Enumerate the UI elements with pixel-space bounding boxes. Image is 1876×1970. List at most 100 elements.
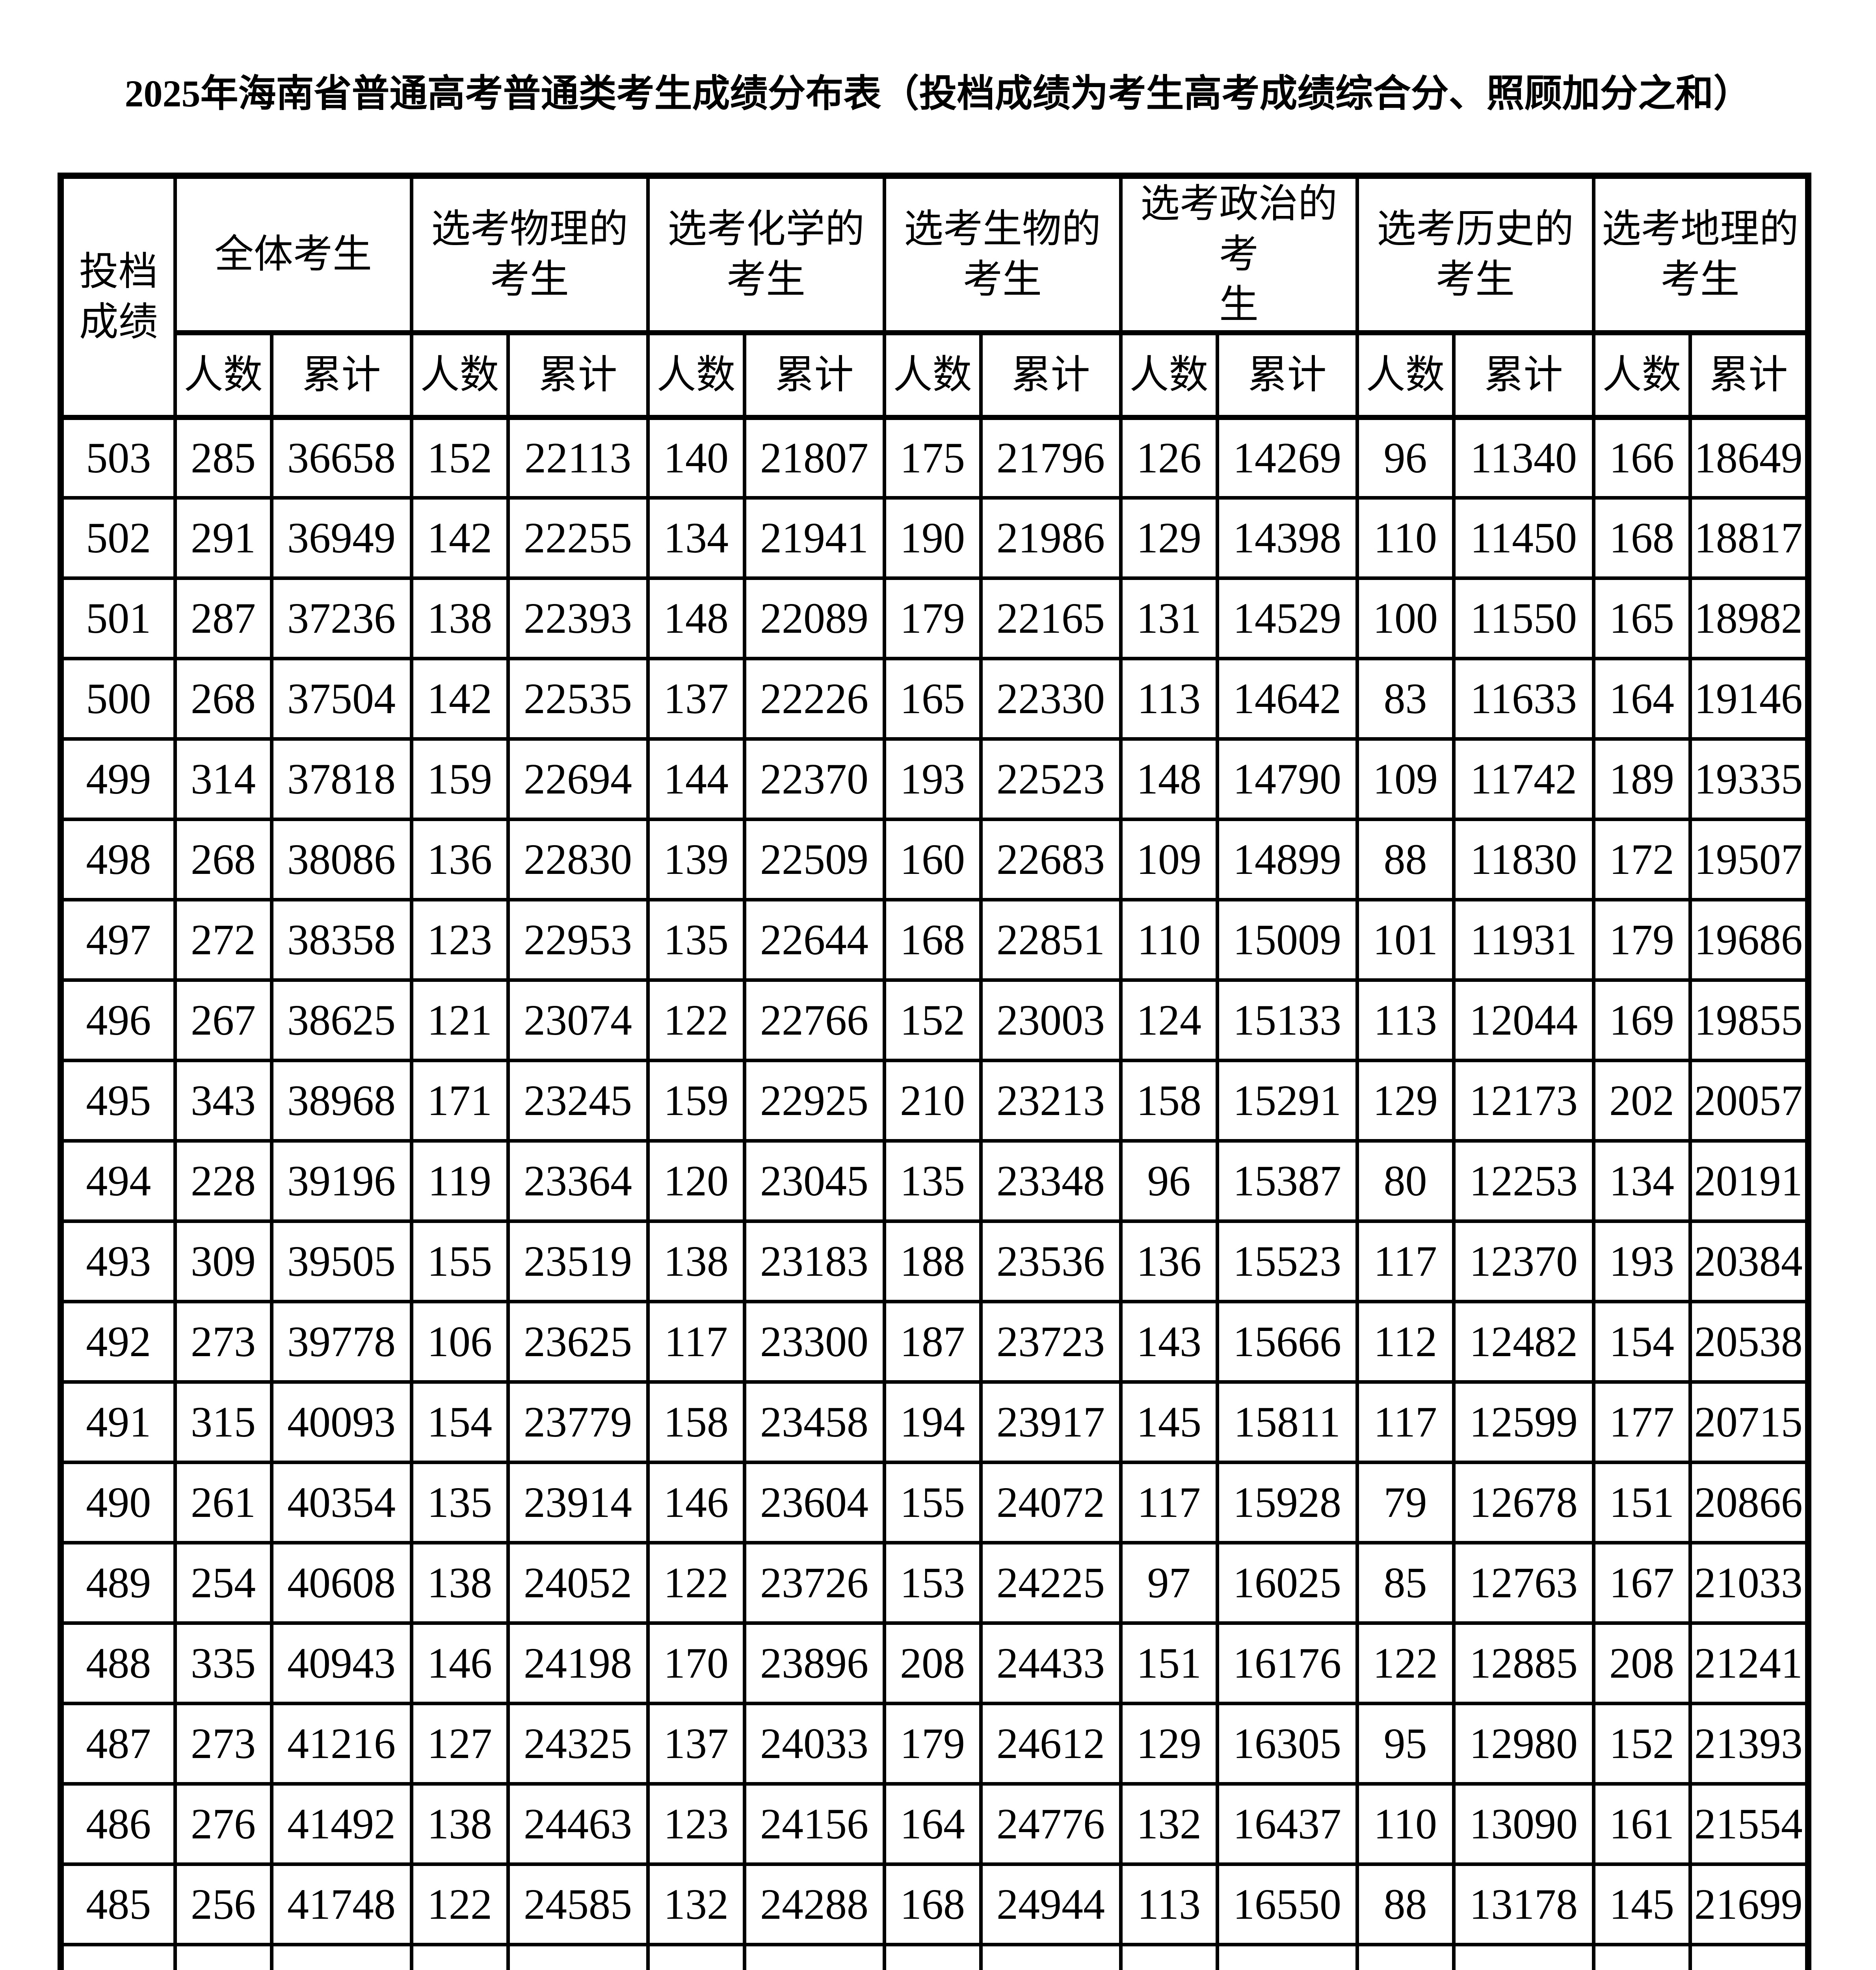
cumulative-cell: 20715	[1688, 1380, 1810, 1464]
cumulative-cell: 15928	[1215, 1461, 1359, 1544]
count-cell: 151	[1592, 1461, 1692, 1544]
table-row: 486 276 41492 138 24463 123 24156 164 24776 132 16…	[59, 1782, 1810, 1866]
cumulative-header: 累计	[1452, 331, 1595, 420]
score-cell: 503	[59, 416, 177, 500]
table-row: 493 309 39505 155 23519 138 23183 188 23536 136 15…	[59, 1219, 1810, 1303]
cumulative-cell: 40943	[270, 1621, 413, 1705]
cumulative-cell: 18649	[1688, 416, 1810, 500]
cumulative-cell: 23625	[506, 1300, 650, 1384]
cumulative-cell: 21241	[1688, 1621, 1810, 1705]
count-cell: 83	[1355, 657, 1456, 741]
count-cell: 117	[1355, 1219, 1456, 1303]
cumulative-cell: 13090	[1452, 1782, 1595, 1866]
count-cell: 154	[409, 1380, 510, 1464]
cumulative-cell: 11742	[1452, 737, 1595, 821]
cumulative-cell: 23074	[506, 978, 650, 1062]
table-row: 491 315 40093 154 23779 158 23458 194 23917 145 15…	[59, 1380, 1810, 1464]
cumulative-cell: 11931	[1452, 898, 1595, 982]
cumulative-cell: 37818	[270, 737, 413, 821]
count-cell: 165	[882, 657, 983, 741]
count-cell: 168	[1592, 496, 1692, 580]
cumulative-cell: 21796	[979, 416, 1123, 500]
cumulative-cell: 19686	[1688, 898, 1810, 982]
count-cell: 208	[882, 1621, 983, 1705]
cumulative-cell: 11550	[1452, 576, 1595, 660]
count-cell: 122	[1355, 1621, 1456, 1705]
count-cell: 117	[1355, 1380, 1456, 1464]
page-title: 2025年海南省普通高考普通类考生成绩分布表（投档成绩为考生高考成绩综合分、照顾…	[125, 72, 1751, 115]
cumulative-header: 累计	[1215, 331, 1359, 420]
count-cell: 268	[173, 818, 273, 901]
count-cell: 315	[173, 1380, 273, 1464]
count-cell: 287	[173, 576, 273, 660]
cumulative-cell: 15666	[1215, 1300, 1359, 1384]
cumulative-cell: 15523	[1215, 1219, 1359, 1303]
count-cell: 135	[409, 1461, 510, 1544]
count-cell: 126	[1119, 416, 1219, 500]
cumulative-cell: 23003	[979, 978, 1123, 1062]
count-cell: 145	[1119, 1380, 1219, 1464]
cumulative-cell: 12370	[1452, 1219, 1595, 1303]
count-cell: 139	[646, 818, 746, 901]
cumulative-cell: 20057	[1688, 1059, 1810, 1143]
cumulative-cell: 24033	[742, 1702, 886, 1786]
count-cell: 171	[409, 1059, 510, 1143]
cumulative-cell: 23723	[979, 1300, 1123, 1384]
count-cell: 122	[646, 1541, 746, 1625]
count-cell: 155	[409, 1219, 510, 1303]
count-cell: 146	[646, 1461, 746, 1544]
cumulative-cell: 24325	[506, 1702, 650, 1786]
count-cell: 143	[1119, 1300, 1219, 1384]
cumulative-cell: 22851	[979, 898, 1123, 982]
cumulative-cell: 22393	[506, 576, 650, 660]
count-cell: 79	[1355, 1461, 1456, 1544]
cumulative-cell: 11830	[1452, 818, 1595, 901]
count-cell: 135	[882, 1139, 983, 1223]
table-row: 494 228 39196 119 23364 120 23045 135 23348 96 153…	[59, 1139, 1810, 1223]
cumulative-cell: 22165	[979, 576, 1123, 660]
cumulative-cell: 24585	[506, 1862, 650, 1946]
cumulative-header: 累计	[1688, 331, 1810, 420]
count-cell: 127	[409, 1702, 510, 1786]
cumulative-cell: 12253	[1452, 1139, 1595, 1223]
count-cell: 120	[646, 1139, 746, 1223]
table-row: 499 314 37818 159 22694 144 22370 193 22523 148 14…	[59, 737, 1810, 821]
cumulative-cell: 21986	[979, 496, 1123, 580]
table-row: 495 343 38968 171 23245 159 22925 210 23213 158 15…	[59, 1059, 1810, 1143]
count-cell: 190	[882, 496, 983, 580]
cumulative-cell: 12678	[1452, 1461, 1595, 1544]
cumulative-header: 累计	[742, 331, 886, 420]
cumulative-cell: 21807	[742, 416, 886, 500]
cumulative-cell: 21941	[742, 496, 886, 580]
cumulative-cell: 18982	[1688, 576, 1810, 660]
count-cell: 85	[1355, 1541, 1456, 1625]
cumulative-cell: 23300	[742, 1300, 886, 1384]
cumulative-cell: 11633	[1452, 657, 1595, 741]
cumulative-cell: 19335	[1688, 737, 1810, 821]
table-row: 487 273 41216 127 24325 137 24033 179 24612 129 16…	[59, 1702, 1810, 1786]
count-cell: 268	[173, 657, 273, 741]
cumulative-cell: 24072	[979, 1461, 1123, 1544]
cumulative-cell: 22523	[979, 737, 1123, 821]
score-cell: 501	[59, 576, 177, 660]
count-cell: 172	[1592, 818, 1692, 901]
cumulative-cell: 38968	[270, 1059, 413, 1143]
cumulative-cell: 14269	[1215, 416, 1359, 500]
count-cell: 146	[409, 1621, 510, 1705]
cumulative-cell: 16437	[1215, 1782, 1359, 1866]
count-cell: 110	[1119, 898, 1219, 982]
count-cell: 140	[646, 416, 746, 500]
score-cell: 486	[59, 1782, 177, 1866]
group-header-politics: 选考政治的考 生	[1119, 174, 1359, 335]
count-cell: 117	[646, 1300, 746, 1384]
cumulative-cell: 40093	[270, 1380, 413, 1464]
table-row: 497 272 38358 123 22953 135 22644 168 22851 110 15…	[59, 898, 1810, 982]
count-cell: 135	[646, 898, 746, 982]
count-cell: 112	[1355, 1300, 1456, 1384]
count-cell: 152	[1592, 1702, 1692, 1786]
cumulative-cell: 22509	[742, 818, 886, 901]
score-cell: 493	[59, 1219, 177, 1303]
count-cell: 123	[646, 1782, 746, 1866]
count-cell: 117	[409, 1943, 510, 1970]
count-cell: 164	[882, 1782, 983, 1866]
